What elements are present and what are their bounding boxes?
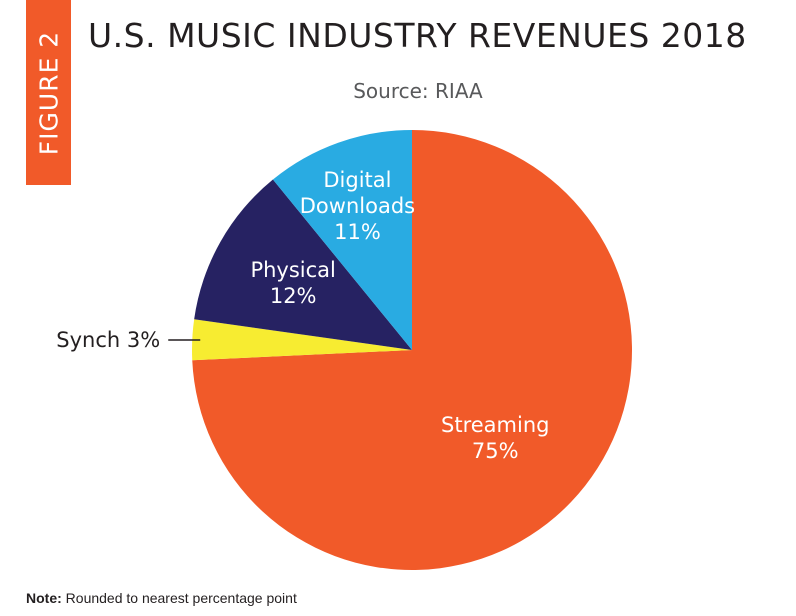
note-text: Rounded to nearest percentage point xyxy=(61,590,297,606)
pie-slice-physical xyxy=(194,179,412,350)
slice-label-synch: Synch 3% xyxy=(56,328,160,352)
chart-title: U.S. MUSIC INDUSTRY REVENUES 2018 xyxy=(88,16,747,55)
chart-note: Note: Rounded to nearest percentage poin… xyxy=(26,590,297,606)
slice-label-physical: Physical xyxy=(250,258,335,282)
slice-value-digital-downloads: 11% xyxy=(334,220,381,244)
chart-subtitle: Source: RIAA xyxy=(353,79,483,103)
pie-slices xyxy=(192,130,632,571)
pie-slice-streaming xyxy=(192,130,632,571)
slice-label-streaming: Streaming xyxy=(441,413,549,437)
pie-slice-synch xyxy=(192,319,412,361)
slice-value-physical: 12% xyxy=(270,284,317,308)
slice-label-digital-downloads: Digital xyxy=(323,168,391,192)
figure-tab: FIGURE 2 xyxy=(26,0,71,185)
note-prefix: Note: xyxy=(26,590,62,606)
slice-value-streaming: 75% xyxy=(472,439,519,463)
slice-label-digital-downloads: Downloads xyxy=(300,194,415,218)
pie-slice-digital-downloads xyxy=(272,130,412,350)
